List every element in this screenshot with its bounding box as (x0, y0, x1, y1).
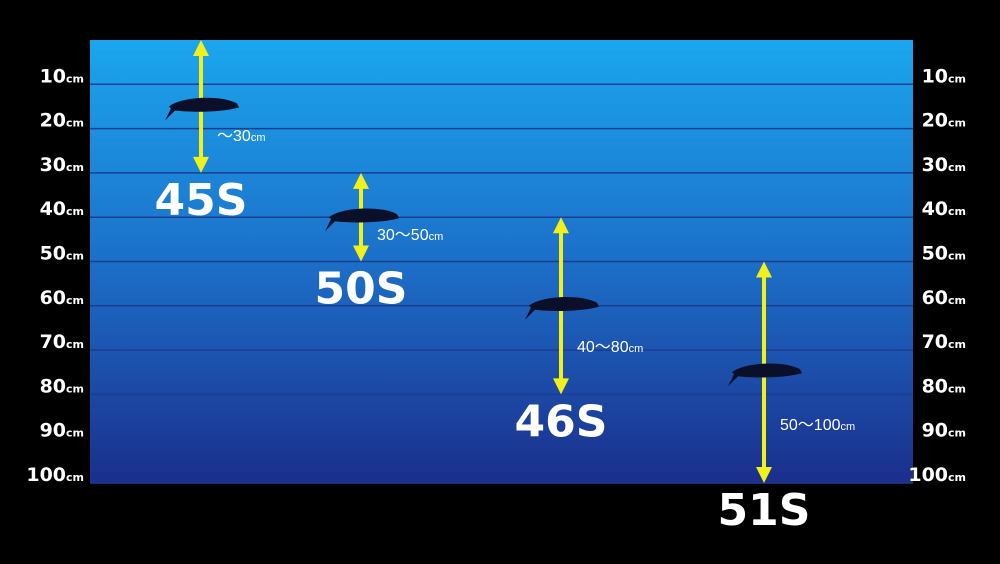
range-unit: cm (629, 343, 644, 355)
y-tick-label-left: 10cm (40, 65, 84, 87)
y-tick-label-right: 20cm (922, 110, 966, 132)
arrow-head (193, 40, 209, 56)
tick-unit: cm (66, 117, 84, 130)
tick-number: 90 (40, 420, 66, 442)
tick-number: 40 (40, 198, 66, 220)
tick-number: 70 (922, 331, 948, 353)
tick-unit: cm (948, 294, 966, 307)
tick-number: 10 (40, 65, 66, 87)
y-tick-label-left: 90cm (40, 420, 84, 442)
y-tick-label-right: 80cm (922, 375, 966, 397)
lure-name: 46S (515, 396, 608, 447)
y-tick-label-left: 20cm (40, 110, 84, 132)
tick-unit: cm (948, 338, 966, 351)
range-label: ～30cm (217, 128, 265, 145)
y-tick-label-right: 60cm (922, 287, 966, 309)
tick-unit: cm (948, 117, 966, 130)
lure-name: 51S (718, 485, 811, 536)
range-unit: cm (429, 231, 444, 243)
tick-unit: cm (66, 72, 84, 85)
y-tick-label-right: 40cm (922, 198, 966, 220)
tick-number: 80 (40, 375, 66, 397)
tick-number: 70 (40, 331, 66, 353)
range-label: 50～100cm (780, 417, 855, 434)
tick-unit: cm (66, 471, 84, 484)
lure-silhouette (525, 297, 599, 320)
tick-unit: cm (948, 471, 966, 484)
tick-number: 100 (908, 464, 948, 486)
y-tick-label-left: 60cm (40, 287, 84, 309)
tick-unit: cm (66, 250, 84, 263)
tick-number: 40 (922, 198, 948, 220)
tick-unit: cm (66, 294, 84, 307)
tick-number: 50 (922, 243, 948, 265)
tick-number: 60 (40, 287, 66, 309)
lure-silhouette (728, 363, 802, 387)
lure-silhouette (325, 208, 399, 232)
tick-number: 90 (922, 420, 948, 442)
tick-number: 100 (26, 464, 66, 486)
y-tick-label-left: 70cm (40, 331, 84, 353)
tick-number: 30 (40, 154, 66, 176)
y-tick-label-left: 50cm (40, 243, 84, 265)
tick-unit: cm (66, 427, 84, 440)
range-value: ～30 (217, 128, 251, 145)
range-label: 30～50cm (377, 227, 443, 244)
range-value: 30～50 (377, 227, 429, 244)
tick-unit: cm (66, 161, 84, 174)
tick-number: 80 (922, 375, 948, 397)
y-tick-label-right: 70cm (922, 331, 966, 353)
tick-unit: cm (948, 72, 966, 85)
y-tick-label-right: 90cm (922, 420, 966, 442)
y-tick-label-left: 40cm (40, 198, 84, 220)
range-unit: cm (841, 421, 856, 433)
arrow-head (193, 156, 209, 173)
lure-name: 50S (315, 264, 408, 315)
y-tick-label-left: 100cm (26, 464, 84, 486)
tick-unit: cm (948, 382, 966, 395)
tick-unit: cm (948, 161, 966, 174)
arrow-head (353, 245, 369, 262)
tick-number: 50 (40, 243, 66, 265)
range-unit: cm (251, 132, 266, 144)
range-value: 40～80 (577, 339, 629, 356)
lure-name: 45S (155, 175, 248, 226)
y-tick-label-right: 100cm (908, 464, 966, 486)
tick-unit: cm (66, 338, 84, 351)
arrow-head (756, 467, 772, 483)
tick-number: 30 (922, 154, 948, 176)
tick-unit: cm (948, 205, 966, 218)
range-value: 50～100 (780, 417, 841, 434)
arrow-head (553, 217, 569, 234)
y-tick-label-left: 80cm (40, 375, 84, 397)
lure-silhouette (165, 97, 239, 121)
y-tick-label-right: 50cm (922, 243, 966, 265)
arrow-head (553, 378, 569, 395)
y-tick-label-right: 10cm (922, 65, 966, 87)
tick-number: 10 (922, 65, 948, 87)
arrow-head (353, 172, 369, 189)
tick-unit: cm (66, 382, 84, 395)
tick-number: 20 (922, 110, 948, 132)
y-tick-label-left: 30cm (40, 154, 84, 176)
tick-unit: cm (66, 205, 84, 218)
range-label: 40～80cm (577, 339, 643, 356)
tick-number: 60 (922, 287, 948, 309)
tick-unit: cm (948, 427, 966, 440)
y-tick-label-right: 30cm (922, 154, 966, 176)
arrow-head (756, 261, 772, 278)
tick-unit: cm (948, 250, 966, 263)
tick-number: 20 (40, 110, 66, 132)
